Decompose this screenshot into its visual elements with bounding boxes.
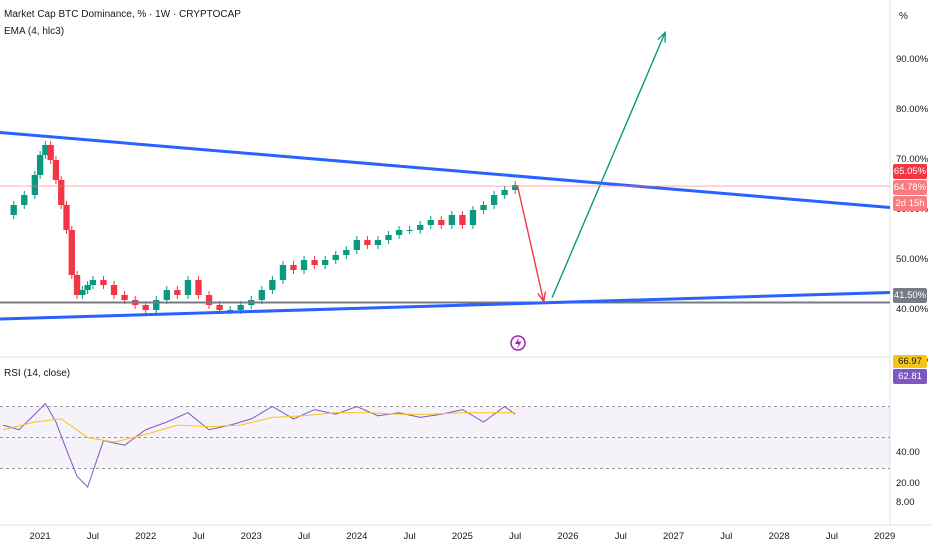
- time-axis-tick: 2024: [346, 531, 368, 542]
- price-axis-tick: 40.00%: [896, 304, 929, 315]
- candle-30: [258, 290, 265, 300]
- time-axis-tick: Jul: [509, 531, 522, 542]
- support-price-tag: 41.50%: [893, 288, 927, 303]
- price-axis-tick: 90.00%: [896, 54, 929, 65]
- axis-unit-label: %: [899, 11, 908, 22]
- candle-2: [21, 195, 28, 205]
- candle-23: [184, 280, 192, 295]
- candle-5: [42, 145, 49, 155]
- upper-channel-line: [0, 131, 891, 209]
- candle-37: [332, 255, 339, 260]
- time-axis-tick: 2023: [240, 531, 262, 542]
- candle-46: [427, 220, 434, 225]
- lower-channel-line: [0, 291, 891, 321]
- close-price-tag: 64.78%: [893, 180, 927, 195]
- candle-44: [406, 230, 413, 231]
- candle-14: [89, 280, 97, 285]
- candle-8: [58, 180, 65, 205]
- candle-17: [121, 295, 128, 300]
- rsi-line: [3, 402, 516, 489]
- candle-26: [216, 305, 223, 310]
- ema-indicator-label: EMA (4, hlc3): [4, 26, 65, 37]
- rsi-ma-tag: 66.97: [893, 355, 927, 368]
- candle-42: [385, 235, 392, 240]
- candle-25: [205, 295, 213, 305]
- bar-countdown-tag: 2d 15h: [893, 196, 927, 211]
- candle-12: [79, 290, 86, 295]
- time-axis-tick: Jul: [720, 531, 733, 542]
- candle-3: [31, 175, 39, 195]
- time-axis-tick: Jul: [297, 531, 311, 542]
- candle-38: [343, 250, 350, 255]
- price-axis-tick: 50.00%: [896, 254, 929, 265]
- candle-22: [174, 290, 181, 295]
- candle-27: [226, 310, 234, 311]
- candle-6: [47, 145, 54, 160]
- projection-up-arrow-head: [657, 30, 666, 43]
- candle-9: [63, 205, 70, 230]
- candle-20: [153, 300, 160, 310]
- candle-31: [269, 280, 276, 290]
- lightning-icon: [515, 337, 522, 349]
- candle-36: [322, 260, 329, 265]
- candle-41: [374, 240, 382, 245]
- time-axis-tick: Jul: [614, 531, 627, 542]
- candle-7: [52, 160, 60, 180]
- rsi-axis-tick: 20.00: [896, 478, 920, 489]
- candle-13: [84, 285, 91, 290]
- rsi-value-tag: 62.81: [893, 369, 927, 384]
- candle-35: [311, 260, 318, 265]
- candle-33: [290, 265, 297, 270]
- time-axis-tick: 2029: [874, 531, 896, 542]
- last-price-tag: 65.05%: [893, 164, 927, 179]
- candle-54: [512, 185, 519, 190]
- time-axis-tick: Jul: [86, 531, 99, 542]
- candle-53: [501, 190, 508, 195]
- candle-4: [36, 155, 44, 175]
- candle-52: [490, 195, 498, 205]
- rsi-axis-tick: 40.00: [896, 447, 920, 458]
- candle-15: [100, 280, 107, 285]
- candle-45: [417, 225, 424, 230]
- rsi-axis-tick: 8.00: [896, 496, 915, 508]
- time-axis-tick: Jul: [403, 531, 416, 542]
- price-axis-tick: 80.00%: [896, 104, 929, 115]
- projection-up-arrow: [551, 32, 666, 298]
- candle-16: [110, 285, 118, 295]
- candle-51: [480, 205, 487, 210]
- chart-title: Market Cap BTC Dominance, % · 1W · CRYPT…: [4, 9, 241, 20]
- candle-32: [279, 265, 287, 280]
- candle-34: [300, 260, 308, 270]
- projection-down-arrow: [516, 184, 545, 302]
- candle-39: [353, 240, 361, 250]
- candle-21: [163, 290, 170, 300]
- price-axis-tick: 70.00%: [896, 154, 929, 165]
- time-axis-tick: 2022: [135, 531, 157, 542]
- time-axis-tick: 2025: [451, 531, 473, 542]
- projection-down-arrow-head: [537, 291, 547, 304]
- candle-48: [448, 215, 456, 225]
- rsi-indicator-label: RSI (14, close): [4, 368, 71, 379]
- candle-43: [395, 230, 403, 235]
- time-axis-tick: 2026: [557, 531, 579, 542]
- rsi_ma-line: [3, 412, 516, 443]
- candle-1: [10, 205, 17, 215]
- candle-19: [142, 305, 149, 310]
- time-axis-tick: 2021: [29, 531, 51, 542]
- time-axis-tick: Jul: [825, 531, 838, 542]
- time-axis-tick: 2027: [662, 531, 685, 542]
- candle-24: [195, 280, 202, 295]
- candle-47: [438, 220, 445, 225]
- candle-11: [73, 275, 81, 295]
- candle-10: [68, 230, 75, 275]
- candle-49: [459, 215, 466, 225]
- candle-40: [364, 240, 371, 245]
- time-axis-tick: 2028: [768, 531, 790, 542]
- time-axis-tick: Jul: [192, 531, 205, 542]
- candle-50: [469, 210, 477, 225]
- candle-28: [237, 305, 244, 310]
- event-marker-icon: [510, 335, 526, 351]
